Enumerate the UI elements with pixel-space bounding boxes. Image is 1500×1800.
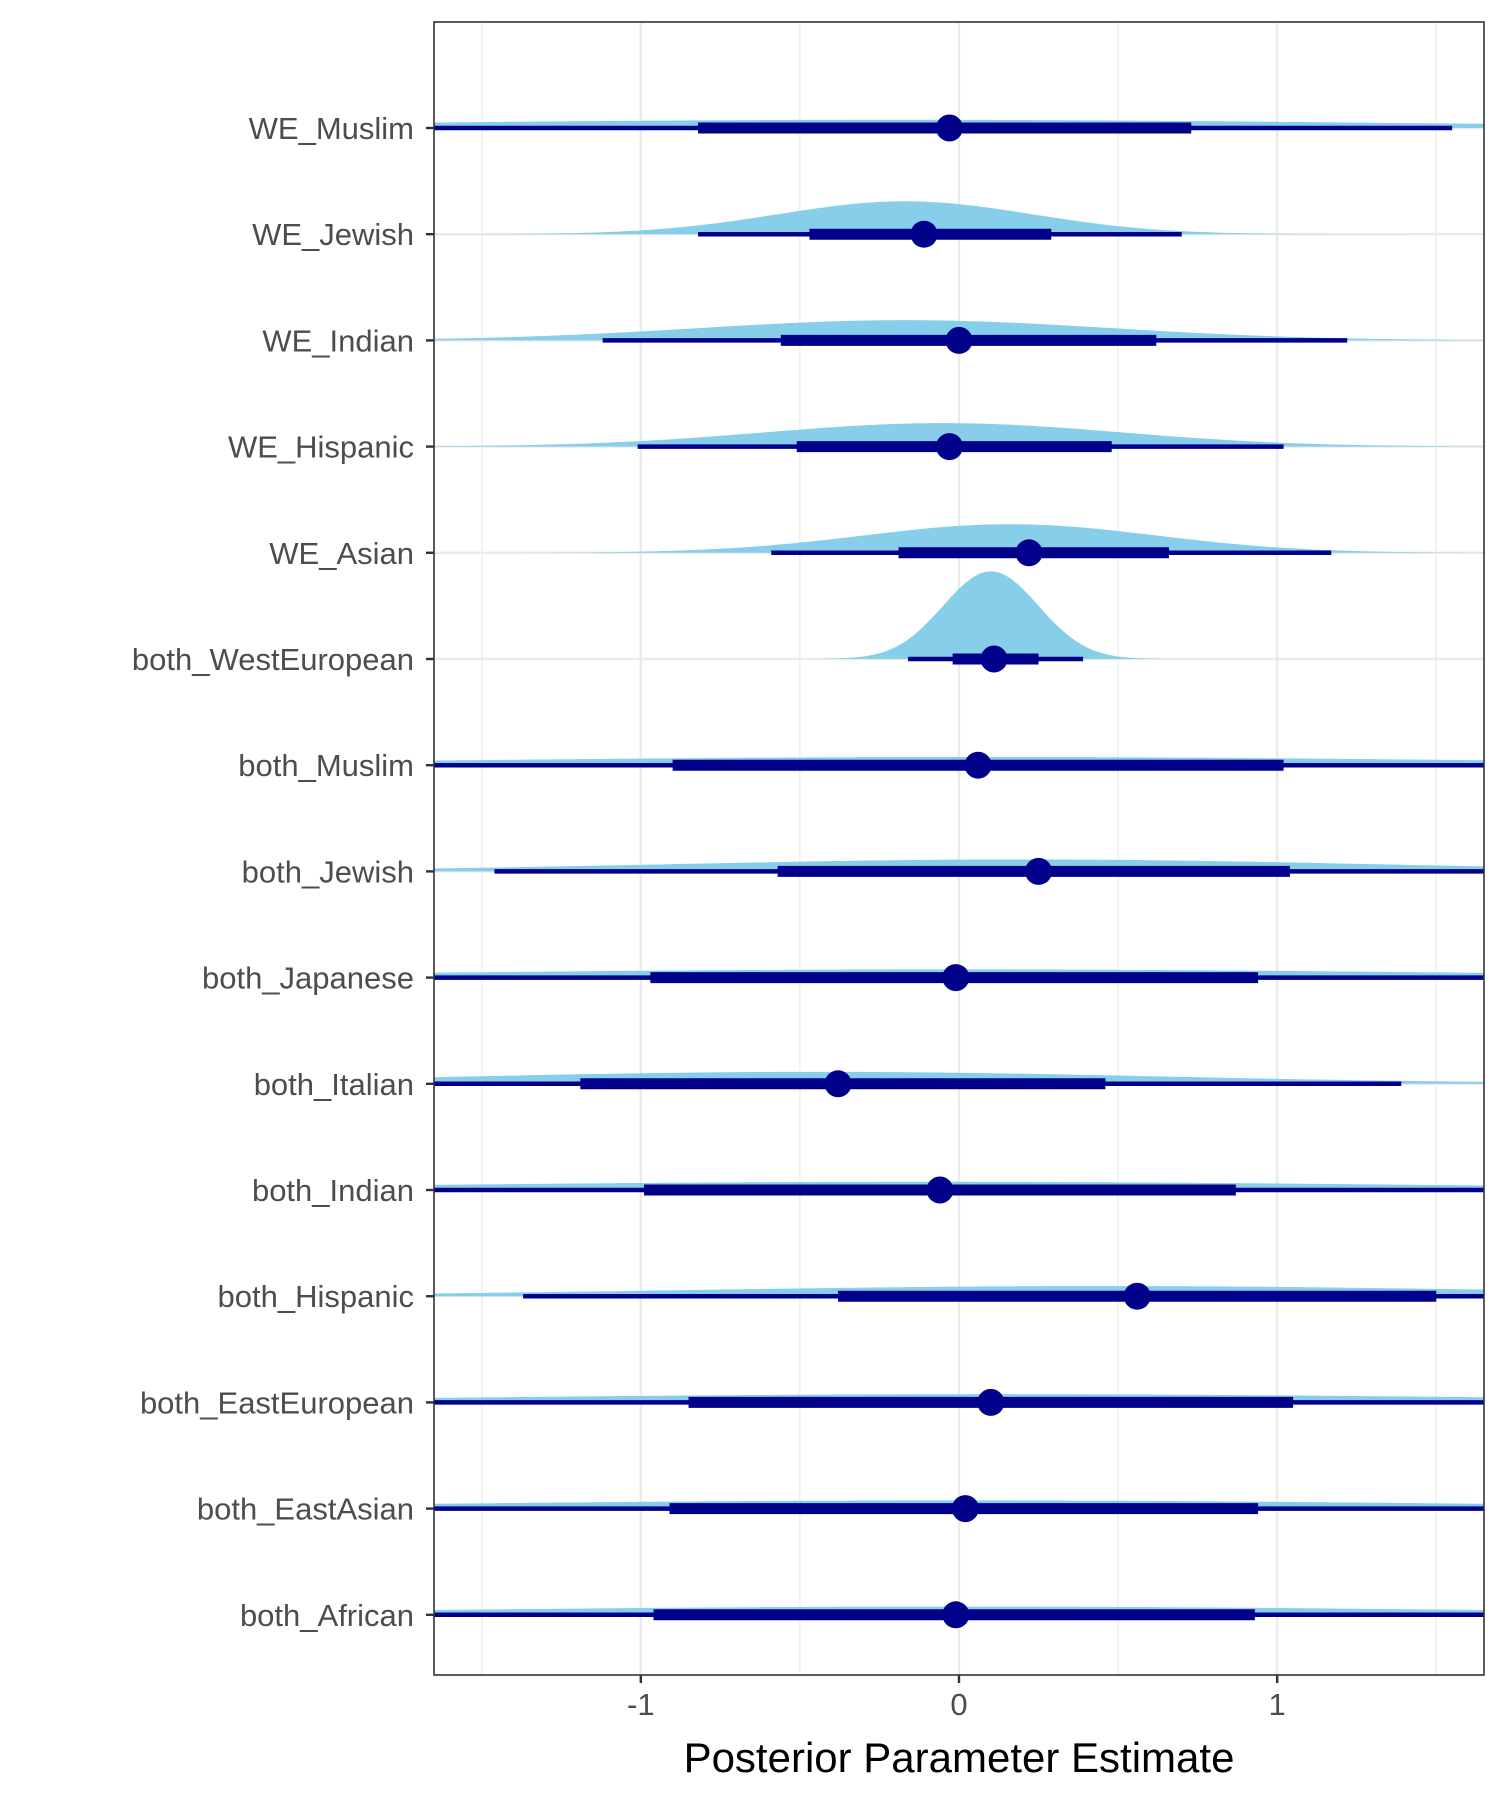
parameter-WE_Jewish [434, 201, 1484, 248]
median-point-WE_Muslim [935, 114, 963, 142]
parameter-WE_Hispanic [434, 423, 1484, 461]
y-tick-label: WE_Jewish [252, 217, 414, 252]
median-point-both_Hispanic [1123, 1282, 1151, 1310]
median-point-WE_Jewish [910, 220, 938, 248]
y-tick-label: both_EastAsian [197, 1492, 414, 1527]
y-tick-label: both_Jewish [242, 854, 414, 889]
x-tick-label: 0 [950, 1687, 967, 1722]
parameter-both_Indian [434, 1176, 1484, 1204]
density-WE_Hispanic [434, 423, 1484, 447]
y-tick-label: WE_Indian [262, 323, 414, 358]
parameter-both_EastEuropean [434, 1388, 1484, 1416]
x-tick-label: -1 [627, 1687, 655, 1722]
median-point-both_Indian [926, 1176, 954, 1204]
y-tick-label: both_Japanese [202, 961, 414, 996]
median-point-both_Jewish [1025, 857, 1053, 885]
x-tick-label: 1 [1269, 1687, 1286, 1722]
parameter-both_African [434, 1601, 1484, 1629]
x-axis-title: Posterior Parameter Estimate [684, 1734, 1235, 1781]
y-tick-label: both_Hispanic [218, 1279, 414, 1314]
y-tick-label: both_African [240, 1598, 414, 1633]
median-point-both_Muslim [964, 751, 992, 779]
median-point-WE_Hispanic [935, 433, 963, 461]
median-point-both_WestEuropean [980, 645, 1008, 673]
y-tick-label: both_Indian [252, 1173, 414, 1208]
median-point-both_Italian [824, 1070, 852, 1098]
y-tick-label: both_WestEuropean [132, 642, 414, 677]
x-axis: -1 0 1 [627, 1675, 1286, 1722]
y-tick-label: WE_Muslim [249, 111, 414, 146]
density-WE_Jewish [434, 201, 1484, 235]
y-axis: WE_Muslim WE_Jewish WE_Indian WE_Hispanic WE… [132, 111, 434, 1633]
y-tick-label: both_Muslim [238, 748, 414, 783]
y-tick-label: WE_Asian [269, 536, 414, 571]
parameter-both_WestEuropean [434, 571, 1484, 673]
density-WE_Asian [434, 524, 1484, 553]
y-tick-label: both_Italian [254, 1067, 414, 1102]
parameter-both_EastAsian [434, 1495, 1484, 1523]
median-point-both_EastAsian [951, 1495, 979, 1523]
parameter-both_Italian [434, 1070, 1484, 1098]
density-both_WestEuropean [434, 571, 1484, 659]
chart-marks [434, 114, 1484, 1629]
parameter-WE_Asian [434, 524, 1484, 567]
parameter-both_Muslim [434, 751, 1484, 779]
y-tick-label: WE_Hispanic [228, 430, 414, 465]
median-point-WE_Asian [1015, 539, 1043, 567]
median-point-WE_Indian [945, 326, 973, 354]
median-point-both_Japanese [942, 964, 970, 992]
parameter-WE_Indian [434, 320, 1484, 354]
median-point-both_EastEuropean [977, 1388, 1005, 1416]
parameter-both_Hispanic [434, 1282, 1484, 1310]
median-point-both_African [942, 1601, 970, 1629]
parameter-WE_Muslim [434, 114, 1484, 142]
y-tick-label: both_EastEuropean [140, 1385, 414, 1420]
parameter-both_Jewish [434, 857, 1484, 885]
parameter-both_Japanese [434, 964, 1484, 992]
